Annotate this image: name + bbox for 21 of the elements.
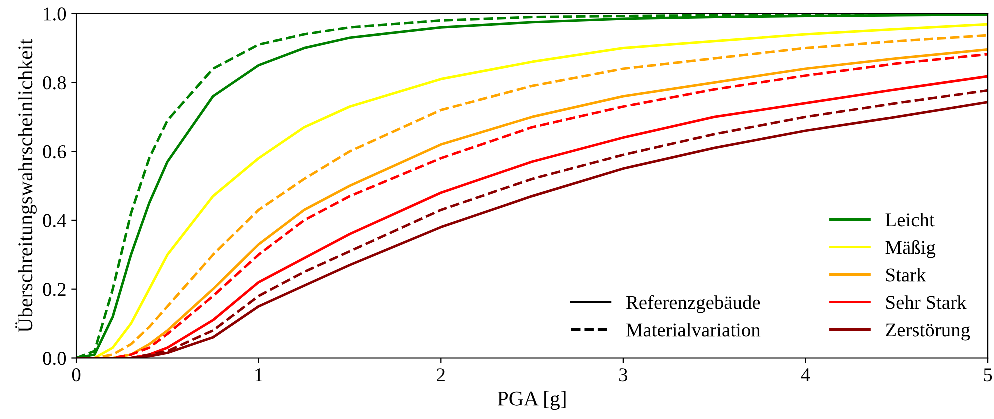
x-tick-label: 1: [256, 368, 263, 382]
y-axis-title: Überschreitungswahrscheinlichkeit: [16, 39, 37, 333]
y-tick-label: 0.4: [43, 214, 67, 228]
y-tick-label: 0.2: [43, 283, 66, 296]
legend-label: Materialvariation: [626, 323, 761, 337]
legend-label: Zerstörung: [886, 324, 970, 341]
x-tick-label: 4: [801, 368, 810, 382]
legend-label: Referenzgebäude: [626, 295, 760, 314]
y-tick-label: 1.0: [44, 8, 66, 21]
x-tick-label: 0: [72, 368, 81, 382]
y-tick-label: 0.0: [43, 352, 66, 366]
legend-label: Sehr Stark: [886, 296, 967, 310]
x-tick-label: 5: [984, 368, 992, 382]
legend-label: Leicht: [886, 213, 935, 227]
legend-label: Stark: [886, 268, 926, 282]
y-tick-label: 0.8: [43, 76, 66, 90]
legend-label: Mäßig: [886, 240, 936, 258]
x-axis-title: PGA [g]: [498, 391, 566, 410]
x-tick-label: 3: [620, 368, 628, 382]
x-tick-label: 2: [437, 368, 445, 382]
y-tick-label: 0.6: [43, 145, 66, 159]
